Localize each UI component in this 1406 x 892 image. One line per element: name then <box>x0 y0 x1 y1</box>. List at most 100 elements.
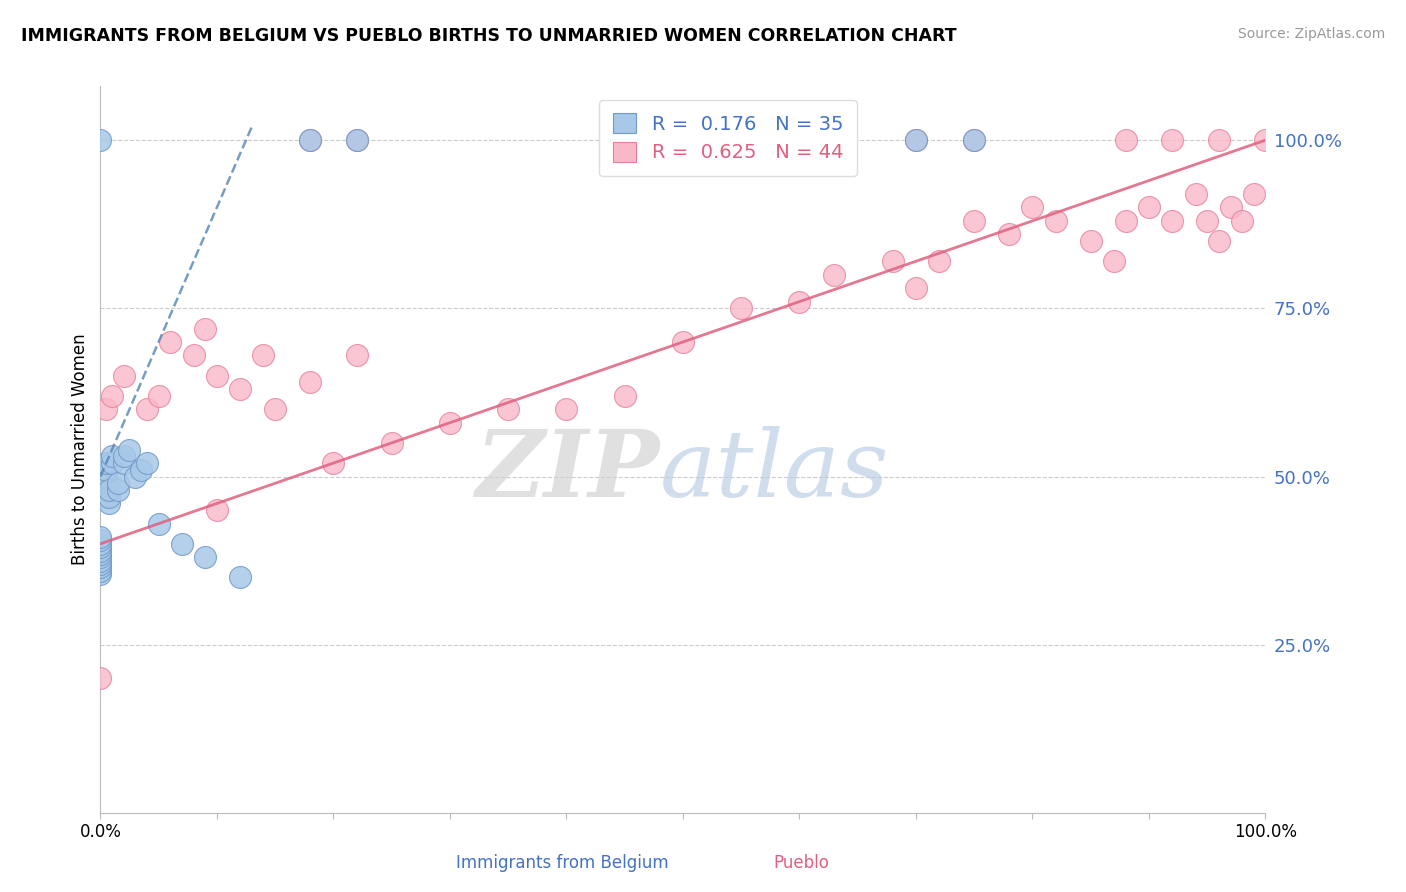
Point <box>89 550 111 565</box>
Text: atlas: atlas <box>659 426 889 516</box>
Point <box>998 227 1021 242</box>
Point <box>1045 214 1067 228</box>
Point <box>1230 214 1253 228</box>
Point <box>1208 234 1230 248</box>
Point <box>299 133 322 147</box>
Point <box>205 503 228 517</box>
Point <box>89 564 111 578</box>
Point <box>381 436 404 450</box>
Point <box>346 133 368 147</box>
Point <box>96 490 118 504</box>
Point <box>89 547 111 561</box>
Point <box>112 368 135 383</box>
Point <box>97 490 120 504</box>
Point <box>89 540 111 554</box>
Point <box>101 450 124 464</box>
Point <box>1254 133 1277 147</box>
Point <box>1137 201 1160 215</box>
Point <box>97 483 120 497</box>
Point <box>97 496 120 510</box>
Point <box>112 456 135 470</box>
Point <box>1080 234 1102 248</box>
Point <box>229 382 252 396</box>
Point <box>96 483 118 497</box>
Point <box>904 133 927 147</box>
Text: Immigrants from Belgium: Immigrants from Belgium <box>456 855 669 872</box>
Point <box>89 671 111 685</box>
Point <box>1184 186 1206 201</box>
Point <box>148 389 170 403</box>
Point <box>963 214 986 228</box>
Point <box>89 537 111 551</box>
Point <box>928 254 950 268</box>
Point <box>89 567 111 582</box>
Point <box>129 463 152 477</box>
Point <box>730 301 752 316</box>
Point <box>194 550 217 565</box>
Legend: R =  0.176   N = 35, R =  0.625   N = 44: R = 0.176 N = 35, R = 0.625 N = 44 <box>599 100 858 176</box>
Point <box>789 294 811 309</box>
Point <box>101 389 124 403</box>
Point <box>89 530 111 544</box>
Point <box>96 469 118 483</box>
Point <box>89 133 111 147</box>
Point <box>963 133 986 147</box>
Text: IMMIGRANTS FROM BELGIUM VS PUEBLO BIRTHS TO UNMARRIED WOMEN CORRELATION CHART: IMMIGRANTS FROM BELGIUM VS PUEBLO BIRTHS… <box>21 27 956 45</box>
Point <box>264 402 287 417</box>
Point <box>555 402 578 417</box>
Point <box>1197 214 1219 228</box>
Text: Source: ZipAtlas.com: Source: ZipAtlas.com <box>1237 27 1385 41</box>
Point <box>194 321 217 335</box>
Y-axis label: Births to Unmarried Women: Births to Unmarried Women <box>72 334 89 566</box>
Point <box>89 543 111 558</box>
Point <box>1102 254 1125 268</box>
Point <box>159 334 181 349</box>
Point <box>1115 133 1137 147</box>
Point <box>148 516 170 531</box>
Point <box>439 416 461 430</box>
Point <box>904 133 927 147</box>
Point <box>89 554 111 568</box>
Point <box>124 469 146 483</box>
Point <box>89 557 111 571</box>
Point <box>229 570 252 584</box>
Point <box>963 133 986 147</box>
Point <box>823 268 845 282</box>
Point <box>346 348 368 362</box>
Point <box>322 456 344 470</box>
Point <box>613 389 636 403</box>
Point <box>89 533 111 548</box>
Point <box>136 402 159 417</box>
Point <box>672 334 695 349</box>
Point <box>299 376 322 390</box>
Point <box>101 456 124 470</box>
Point <box>107 476 129 491</box>
Point <box>299 133 322 147</box>
Point <box>1161 133 1184 147</box>
Point <box>136 456 159 470</box>
Point <box>118 442 141 457</box>
Point <box>496 402 519 417</box>
Point <box>1208 133 1230 147</box>
Point <box>96 402 118 417</box>
Point <box>107 483 129 497</box>
Point <box>96 476 118 491</box>
Point <box>904 281 927 295</box>
Point <box>112 450 135 464</box>
Point <box>170 537 193 551</box>
Point <box>1115 214 1137 228</box>
Text: ZIP: ZIP <box>475 426 659 516</box>
Point <box>96 463 118 477</box>
Point <box>96 456 118 470</box>
Point <box>89 560 111 574</box>
Text: Pueblo: Pueblo <box>773 855 830 872</box>
Point <box>252 348 274 362</box>
Point <box>346 133 368 147</box>
Point <box>1161 214 1184 228</box>
Point <box>183 348 205 362</box>
Point <box>1219 201 1241 215</box>
Point <box>882 254 904 268</box>
Point <box>1243 186 1265 201</box>
Point <box>1021 201 1043 215</box>
Point <box>205 368 228 383</box>
